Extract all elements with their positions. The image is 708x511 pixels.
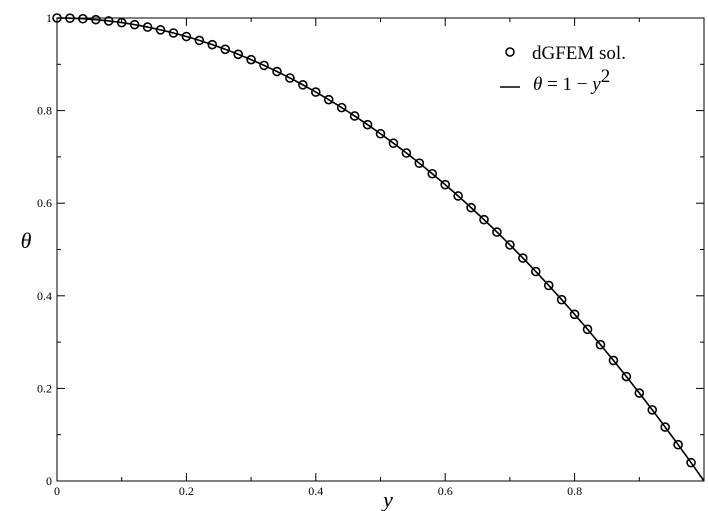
x-tick-label: 0	[54, 484, 60, 498]
data-point	[608, 355, 619, 366]
legend-exp: 2	[601, 66, 611, 87]
x-tick-label: 0.2	[179, 484, 194, 498]
data-point	[310, 87, 321, 97]
data-point	[259, 60, 269, 71]
data-point	[91, 14, 101, 25]
legend-var: y	[590, 74, 601, 95]
data-point	[453, 191, 463, 201]
data-point	[181, 31, 192, 42]
data-point	[660, 422, 670, 432]
y-tick-label: 0.6	[37, 196, 52, 210]
data-point	[52, 13, 62, 23]
plot-area	[56, 17, 705, 482]
data-point	[285, 73, 295, 83]
x-tick-label: 0.6	[438, 484, 453, 498]
y-tick-label: 1	[46, 11, 52, 25]
data-point	[375, 128, 386, 139]
data-point	[246, 54, 256, 65]
legend-label-line: θ = 1 − y2	[533, 66, 610, 95]
data-point	[569, 309, 580, 320]
data-point	[673, 439, 683, 450]
data-point	[168, 28, 179, 38]
y-tick-label: 0.4	[37, 289, 52, 303]
data-point	[556, 294, 567, 305]
data-point	[634, 388, 645, 398]
plot-frame	[56, 17, 705, 482]
legend-eq: = 1 −	[542, 74, 592, 95]
data-point	[440, 179, 451, 190]
series-markers-dgfem	[52, 13, 696, 468]
legend-theta: θ	[533, 74, 542, 95]
data-point	[298, 80, 308, 90]
legend-label-dgfem: dGFEM sol.	[532, 43, 626, 64]
data-point	[388, 138, 399, 148]
data-point	[401, 148, 412, 158]
data-point	[543, 280, 554, 291]
data-point	[155, 25, 166, 35]
data-point	[466, 202, 476, 213]
data-point	[78, 13, 88, 24]
data-point	[492, 227, 502, 237]
data-point	[647, 405, 658, 415]
data-point	[427, 168, 438, 179]
data-point	[349, 111, 360, 121]
legend: dGFEM sol. θ = 1 − y2	[500, 43, 626, 95]
data-point	[142, 22, 153, 32]
data-point	[505, 240, 515, 250]
y-axis-label: θ	[21, 228, 32, 253]
data-point	[272, 66, 282, 77]
data-point	[129, 19, 140, 30]
y-tick-label: 0.8	[37, 104, 52, 118]
data-point	[336, 102, 347, 113]
data-point	[233, 49, 243, 60]
y-tick-label: 0	[46, 474, 52, 488]
data-point	[207, 39, 218, 50]
y-tick-label: 0.2	[37, 381, 52, 395]
x-tick-label: 0.4	[308, 484, 323, 498]
data-point	[194, 35, 205, 46]
series-line-theta	[56, 17, 705, 482]
data-point	[220, 44, 231, 55]
legend-marker-icon	[505, 47, 515, 57]
data-point	[530, 266, 541, 277]
data-point	[116, 17, 127, 28]
data-point	[65, 13, 75, 23]
data-point	[686, 457, 696, 468]
data-point	[621, 371, 632, 382]
data-point	[518, 253, 528, 263]
x-tick-label: 0.8	[567, 484, 582, 498]
data-point	[582, 324, 593, 335]
data-point	[479, 214, 489, 225]
data-point	[595, 339, 606, 350]
x-axis: 0 0.2 0.4 0.6 0.8	[54, 18, 640, 498]
data-point	[323, 94, 334, 105]
data-point	[414, 158, 425, 168]
data-point	[103, 16, 114, 26]
x-axis-label: y	[381, 487, 393, 511]
y-axis: 0 0.2 0.4 0.6 0.8 1	[37, 11, 704, 488]
data-point	[362, 119, 373, 130]
